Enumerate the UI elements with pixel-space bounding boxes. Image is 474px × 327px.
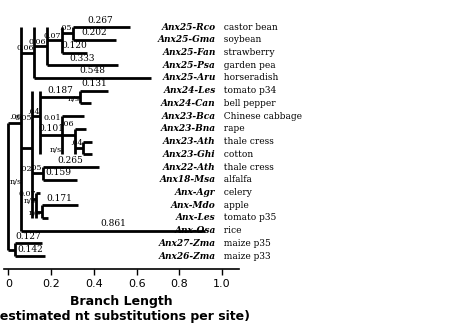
Text: Anx-Osa: Anx-Osa [174, 226, 216, 235]
Text: alfalfa: alfalfa [218, 175, 252, 184]
Text: 0.265: 0.265 [57, 156, 83, 164]
Text: Anx-Mdo: Anx-Mdo [171, 201, 216, 210]
Text: Anx-Agr: Anx-Agr [175, 188, 216, 197]
Text: .06: .06 [62, 120, 74, 128]
Text: .02: .02 [19, 165, 31, 173]
Text: 0.07: 0.07 [18, 190, 36, 198]
Text: rape: rape [218, 124, 245, 133]
Text: Anx22-Ath: Anx22-Ath [163, 163, 216, 172]
Text: Anx18-Msa: Anx18-Msa [159, 175, 216, 184]
Text: Anx26-Zma: Anx26-Zma [158, 252, 216, 261]
Text: Anx25-Aru: Anx25-Aru [162, 74, 216, 82]
Text: .05: .05 [60, 24, 72, 31]
Text: 0.01: 0.01 [44, 114, 62, 122]
Text: 0.06: 0.06 [29, 38, 46, 45]
Text: 0.861: 0.861 [100, 219, 126, 228]
Text: 0.548: 0.548 [80, 66, 106, 76]
Text: strawberry: strawberry [218, 48, 274, 57]
Text: 0.131: 0.131 [81, 79, 107, 88]
Text: celery: celery [218, 188, 252, 197]
Text: 0.05: 0.05 [14, 114, 31, 122]
Text: thale cress: thale cress [218, 163, 273, 172]
Text: horseradish: horseradish [218, 74, 278, 82]
Text: Anx27-Zma: Anx27-Zma [158, 239, 216, 248]
Text: maize p33: maize p33 [218, 252, 270, 261]
Text: maize p35: maize p35 [218, 239, 271, 248]
Text: 0.171: 0.171 [47, 194, 73, 203]
Text: Anx25-Psa: Anx25-Psa [163, 61, 216, 70]
Text: bell pepper: bell pepper [218, 99, 275, 108]
X-axis label: Branch Length
(estimated nt substitutions per site): Branch Length (estimated nt substitution… [0, 295, 250, 323]
Text: Anx25-Fan: Anx25-Fan [162, 48, 216, 57]
Text: .06: .06 [9, 113, 22, 121]
Text: 0.267: 0.267 [87, 15, 113, 25]
Text: 0.142: 0.142 [17, 245, 43, 254]
Text: n/s: n/s [10, 178, 22, 185]
Text: tomato p34: tomato p34 [218, 86, 276, 95]
Text: Anx23-Bna: Anx23-Bna [161, 124, 216, 133]
Text: rice: rice [218, 226, 241, 235]
Text: garden pea: garden pea [218, 61, 275, 70]
Text: 0.333: 0.333 [69, 54, 95, 63]
Text: 0.187: 0.187 [47, 86, 73, 95]
Text: Anx-Les: Anx-Les [176, 214, 216, 222]
Text: 0.101: 0.101 [38, 124, 64, 133]
Text: Anx23-Ath: Anx23-Ath [163, 137, 216, 146]
Text: Anx25-Gma: Anx25-Gma [157, 35, 216, 44]
Text: cotton: cotton [218, 150, 253, 159]
Text: apple: apple [218, 201, 248, 210]
Text: 0.07: 0.07 [44, 32, 62, 41]
Text: 0.159: 0.159 [46, 168, 72, 177]
Text: soybean: soybean [218, 35, 261, 44]
Text: 0.120: 0.120 [62, 41, 88, 50]
Text: .04: .04 [70, 139, 83, 147]
Text: 0.06: 0.06 [16, 44, 34, 52]
Text: Anx24-Les: Anx24-Les [163, 86, 216, 95]
Text: n/s: n/s [24, 197, 36, 205]
Text: thale cress: thale cress [218, 137, 273, 146]
Text: .05: .05 [30, 164, 42, 172]
Text: tomato p35: tomato p35 [218, 214, 276, 222]
Text: n/s: n/s [29, 209, 41, 217]
Text: n/s: n/s [68, 95, 80, 103]
Text: 0.127: 0.127 [16, 232, 41, 241]
Text: Chinese cabbage: Chinese cabbage [218, 112, 302, 121]
Text: .04: .04 [27, 108, 40, 115]
Text: Anx24-Can: Anx24-Can [161, 99, 216, 108]
Text: 0.202: 0.202 [81, 28, 107, 37]
Text: castor bean: castor bean [218, 23, 277, 32]
Text: n/s: n/s [49, 146, 62, 154]
Text: Anx25-Rco: Anx25-Rco [162, 23, 216, 32]
Text: Anx23-Bca: Anx23-Bca [162, 112, 216, 121]
Text: Anx23-Ghi: Anx23-Ghi [163, 150, 216, 159]
